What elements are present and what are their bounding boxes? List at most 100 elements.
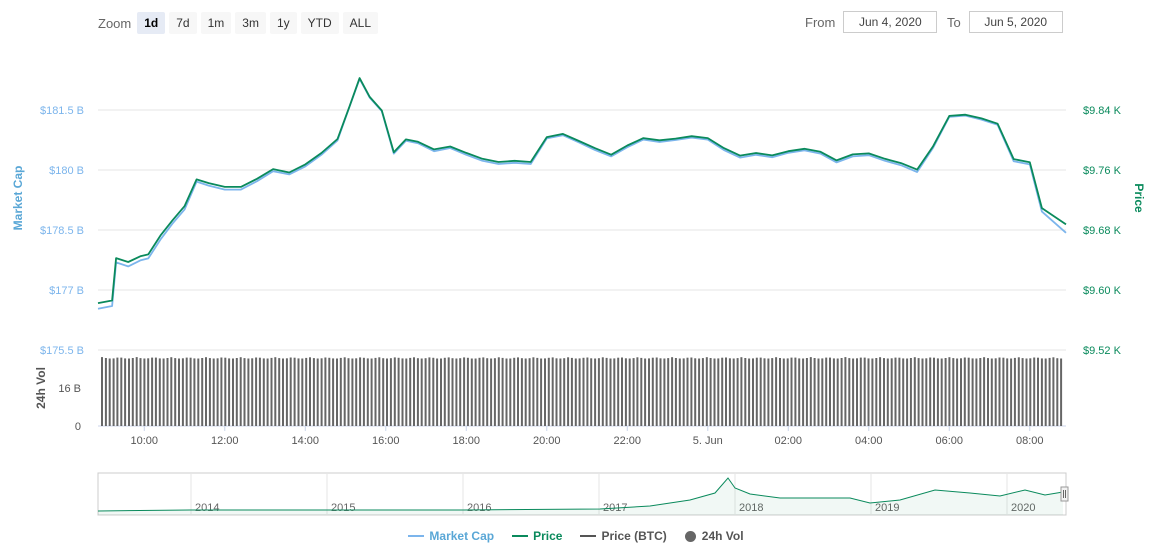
volume-bar [135,357,138,426]
zoom-button-ytd[interactable]: YTD [300,12,339,34]
market-cap-line-icon [408,535,425,537]
volume-bar [386,358,388,426]
x-tick-label: 02:00 [775,435,803,447]
volume-bar [844,357,847,426]
volume-bar [570,357,573,426]
volume-bar [605,357,608,426]
legend-label-price-btc: Price (BTC) [601,529,667,543]
volume-bar [355,358,358,426]
volume-bar [255,357,258,426]
navigator-year-label: 2016 [467,502,491,514]
volume-bar [590,358,593,426]
volume-bar [840,358,843,426]
volume-bar [940,358,943,426]
volume-bar [278,358,281,426]
zoom-button-7d[interactable]: 7d [169,12,197,34]
volume-bar [405,358,408,426]
volume-bar [432,357,435,426]
volume-bar [1013,357,1016,426]
volume-bar [597,358,600,426]
volume-bar [867,358,870,426]
volume-bar [848,358,851,426]
volume-bar [147,358,150,426]
navigator-line [97,477,1064,512]
volume-bar [779,358,781,426]
volume-bar [832,358,835,426]
volume-bar [1056,358,1059,426]
volume-bar [701,358,704,426]
volume-bar [663,358,666,426]
volume-bar [1052,357,1055,426]
volume-bar [809,357,812,426]
volume-bar [825,357,828,426]
volume-bar [694,358,697,426]
to-label: To [947,14,961,30]
legend-item-price-btc[interactable]: Price (BTC) [580,529,667,543]
volume-bar [490,358,493,426]
volume-bar [528,358,531,426]
volume-dot-icon [684,530,696,542]
volume-bar [987,358,989,426]
volume-bar [362,357,365,426]
zoom-button-1m[interactable]: 1m [200,12,232,34]
right-tick-label: $9.76 K [1083,165,1122,177]
volume-bar [154,357,157,426]
volume-bar [131,358,134,426]
volume-bar [262,358,265,426]
price-series-line [97,77,1067,304]
legend-item-price[interactable]: Price [512,529,562,543]
volume-bar [628,358,631,426]
volume-bar [617,357,620,426]
volume-bar [852,358,855,426]
volume-bar [1040,358,1043,426]
zoom-button-3m[interactable]: 3m [235,12,266,34]
volume-bar [170,357,173,426]
volume-bar [478,357,481,426]
zoom-button-1d[interactable]: 1d [137,12,166,34]
volume-bar [909,358,912,426]
volume-bar [744,358,747,426]
right-tick-label: $9.68 K [1083,225,1122,237]
volume-bar [235,358,238,426]
navigator-handle[interactable] [1060,486,1069,502]
volume-bar [505,358,508,426]
volume-bar [759,357,762,426]
volume-bar [717,358,720,426]
legend-item-market-cap[interactable]: Market Cap [408,529,494,543]
volume-bar [536,357,539,426]
volume-bar [289,357,292,426]
volume-bar [632,358,635,426]
volume-bar [944,358,947,426]
volume-bar [1044,358,1047,426]
volume-bar [698,358,701,426]
volume-bar [128,358,130,426]
volume-bar [517,357,519,426]
volume-bar [890,358,893,426]
right-tick-label: $9.60 K [1083,285,1122,297]
volume-bar [486,358,489,426]
volume-bar [755,357,758,426]
volume-bar [162,358,165,426]
volume-bar [829,357,831,426]
volume-bar [794,357,797,426]
zoom-button-all[interactable]: ALL [342,12,378,34]
from-date-input[interactable] [843,11,938,33]
volume-bar [459,358,462,426]
volume-bar [108,358,111,426]
volume-bar [451,358,454,426]
navigator-frame[interactable] [97,472,1067,516]
to-date-input[interactable] [968,11,1063,33]
volume-tick-label: 0 [75,421,81,433]
volume-bar [436,358,439,426]
x-tick-label: 10:00 [131,435,159,447]
volume-bar [282,358,284,426]
volume-bar [547,357,550,426]
volume-bar [501,357,504,426]
navigator-year-label: 2020 [1011,502,1035,514]
zoom-button-1y[interactable]: 1y [269,12,297,34]
legend-item-vol[interactable]: 24h Vol [684,529,744,543]
volume-bar [775,357,778,426]
volume-bar [748,358,751,426]
volume-bar [640,357,643,426]
